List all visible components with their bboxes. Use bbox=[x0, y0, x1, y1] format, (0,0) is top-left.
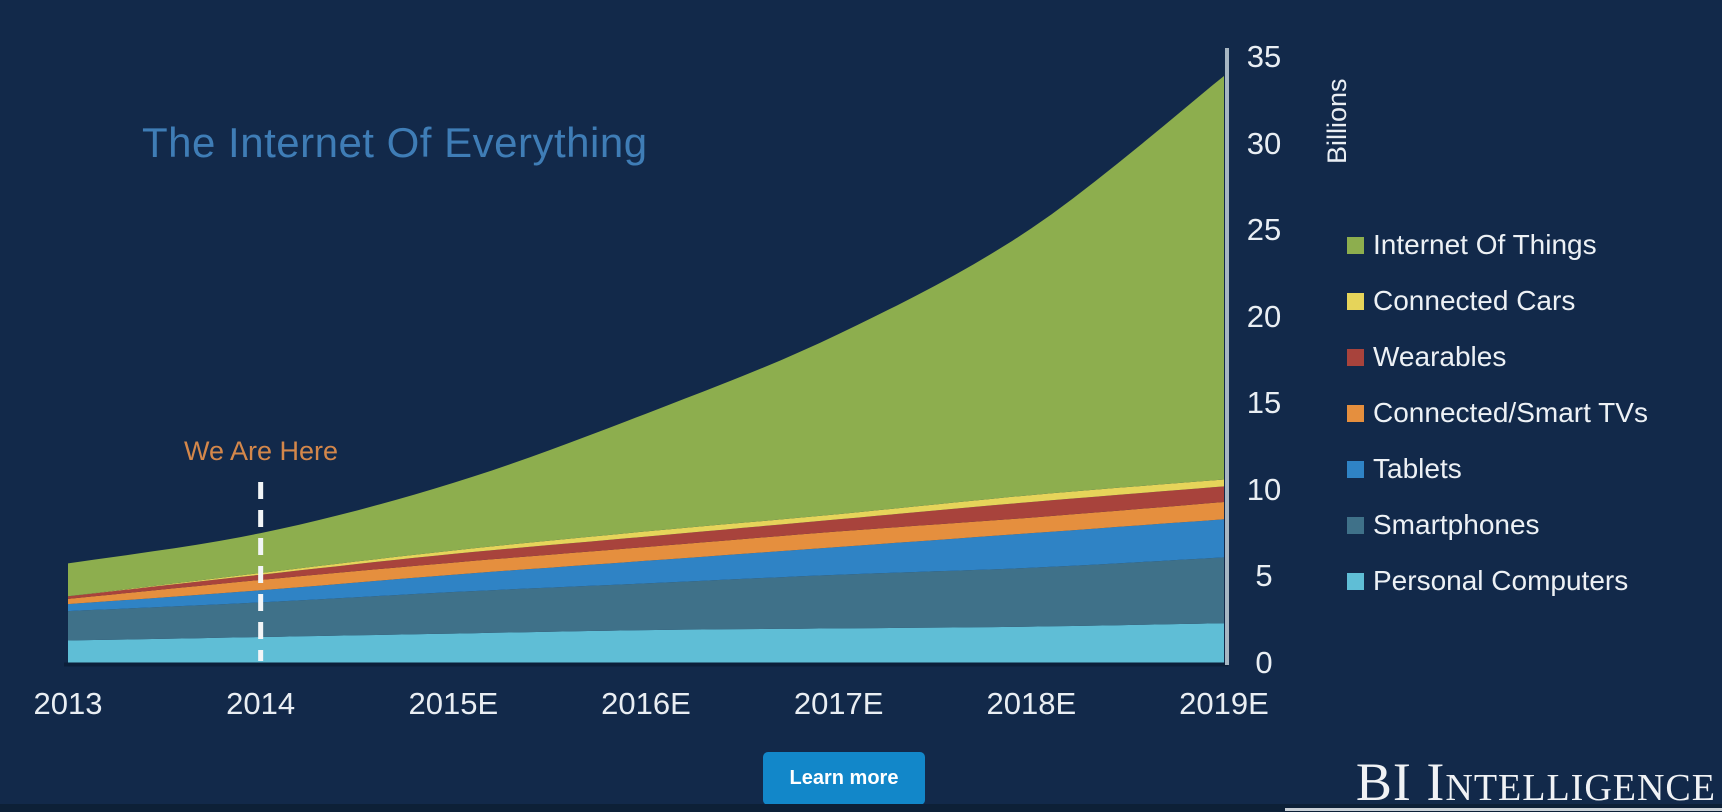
y-tick-label-5: 5 bbox=[1255, 558, 1273, 594]
y-tick-label-30: 30 bbox=[1246, 125, 1282, 161]
area-smartphones bbox=[68, 557, 1224, 641]
y-tick-label-10: 10 bbox=[1246, 471, 1282, 507]
chart-title: The Internet Of Everything bbox=[142, 119, 648, 166]
x-axis-label-2017e: 2017E bbox=[793, 686, 884, 721]
area-internet-of-things bbox=[68, 76, 1224, 597]
y-axis-title: Billions bbox=[1322, 78, 1352, 164]
area-connected-cars bbox=[68, 479, 1224, 597]
area-personal-computers bbox=[68, 623, 1224, 663]
y-tick-label-20: 20 bbox=[1246, 298, 1282, 334]
x-axis-label-2019e: 2019E bbox=[1179, 686, 1269, 721]
y-tick-label-25: 25 bbox=[1246, 212, 1282, 248]
x-axis-label-2015e: 2015E bbox=[408, 686, 499, 721]
area-wearables bbox=[68, 486, 1224, 599]
x-axis-label-2018e: 2018E bbox=[986, 686, 1077, 721]
bi-intelligence-logo: BI Intelligence bbox=[1355, 752, 1716, 812]
bottom-edge-strip bbox=[0, 804, 1722, 812]
learn-more-button[interactable]: Learn more bbox=[763, 752, 925, 805]
y-tick-label-35: 35 bbox=[1246, 39, 1282, 74]
area-tablets bbox=[68, 519, 1224, 612]
we-are-here-annotation: We Are Here bbox=[183, 436, 339, 466]
x-axis-label-2014: 2014 bbox=[226, 686, 296, 721]
y-tick-label-0: 0 bbox=[1255, 645, 1273, 680]
x-axis-label-2016e: 2016E bbox=[601, 686, 691, 721]
y-tick-label-15: 15 bbox=[1246, 385, 1282, 421]
logo-underline bbox=[1285, 808, 1722, 811]
area-connected-smart-tvs bbox=[68, 502, 1224, 605]
x-axis-label-2013: 2013 bbox=[33, 686, 103, 721]
